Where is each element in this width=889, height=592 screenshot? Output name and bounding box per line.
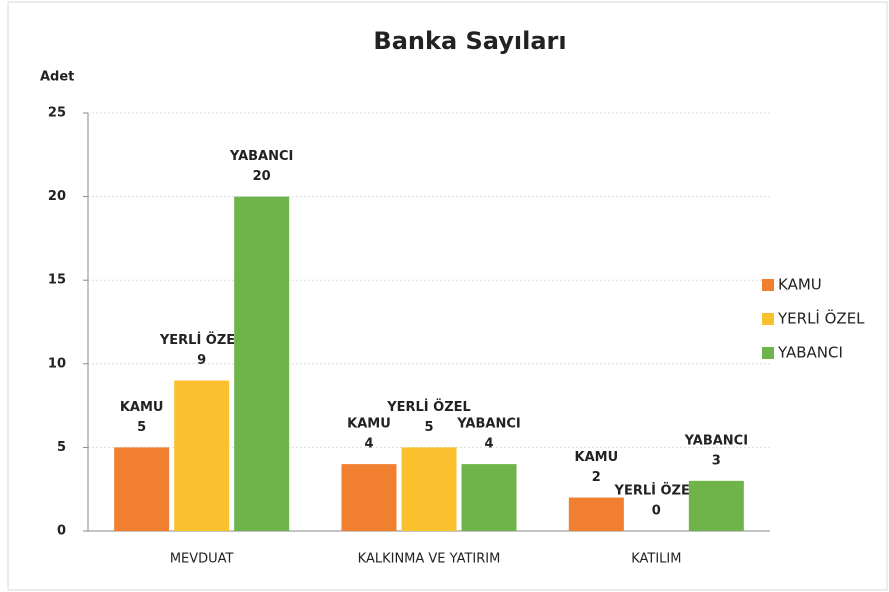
x-tick-label: MEVDUAT [170, 552, 234, 567]
data-label: 9 [197, 353, 206, 368]
data-label: 4 [484, 437, 493, 452]
bar [568, 497, 624, 531]
data-label-name: YABANCI [456, 417, 520, 432]
legend-swatch [762, 279, 774, 291]
data-label: 5 [424, 420, 433, 435]
bar [461, 464, 517, 531]
bar [114, 447, 170, 531]
data-label-name: YERLİ ÖZEL [614, 483, 699, 499]
y-tick-label: 15 [48, 273, 66, 288]
y-tick-label: 5 [57, 440, 66, 455]
bar [341, 464, 397, 531]
data-label: 4 [364, 437, 373, 452]
y-tick-label: 0 [57, 524, 66, 539]
data-label: 3 [712, 453, 721, 468]
data-label-name: YERLİ ÖZEL [159, 332, 244, 348]
legend-label: YABANCI [777, 344, 843, 362]
y-tick-label: 20 [48, 189, 66, 204]
y-tick-label: 10 [48, 356, 66, 371]
chart-frame [7, 1, 888, 591]
data-label: 0 [652, 504, 661, 519]
bar [401, 447, 457, 531]
data-label-name: KAMU [120, 400, 164, 415]
bar [234, 196, 290, 531]
bar [174, 380, 230, 531]
data-label: 5 [137, 420, 146, 435]
data-label-name: YERLİ ÖZEL [386, 399, 471, 415]
data-label-name: KAMU [347, 417, 391, 432]
legend-swatch [762, 313, 774, 325]
x-tick-label: KALKINMA VE YATIRIM [358, 552, 501, 567]
y-tick-label: 25 [48, 106, 66, 121]
legend-label: YERLİ ÖZEL [777, 309, 865, 328]
data-label-name: YABANCI [229, 149, 293, 164]
data-label-name: YABANCI [684, 433, 748, 448]
legend-swatch [762, 347, 774, 359]
legend-label: KAMU [778, 276, 822, 294]
x-tick-label: KATILIM [631, 552, 681, 567]
y-axis-label: Adet [40, 70, 74, 85]
data-label: 20 [253, 169, 271, 184]
data-label: 2 [592, 470, 601, 485]
data-label-name: KAMU [575, 450, 619, 465]
bar [688, 480, 744, 531]
chart-title: Banka Sayıları [373, 27, 566, 55]
